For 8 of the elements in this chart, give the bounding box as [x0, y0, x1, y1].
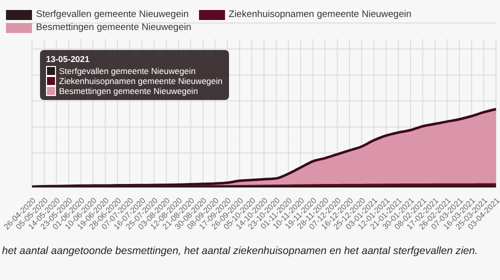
text: Sterfgevallen gemeente Nieuwegein: [36, 9, 189, 20]
legend-label: Besmettingen gemeente Nieuwegein: [58, 86, 199, 96]
legend-label: Ziekenhuisopnamen gemeente Nieuwegein: [58, 76, 222, 86]
text: 13-05-2021: [46, 54, 90, 64]
legend-label: Sterfgevallen gemeente Nieuwegein: [58, 66, 197, 76]
text: Besmettingen gemeente Nieuwegein: [36, 22, 192, 33]
text: het aantal aangetoonde besmettingen, het aantal ziekenhuisopnamen en het aantal sterfgevallen zien.: [1, 244, 479, 259]
text: Ziekenhuisopnamen gemeente Nieuwegein: [228, 9, 412, 20]
